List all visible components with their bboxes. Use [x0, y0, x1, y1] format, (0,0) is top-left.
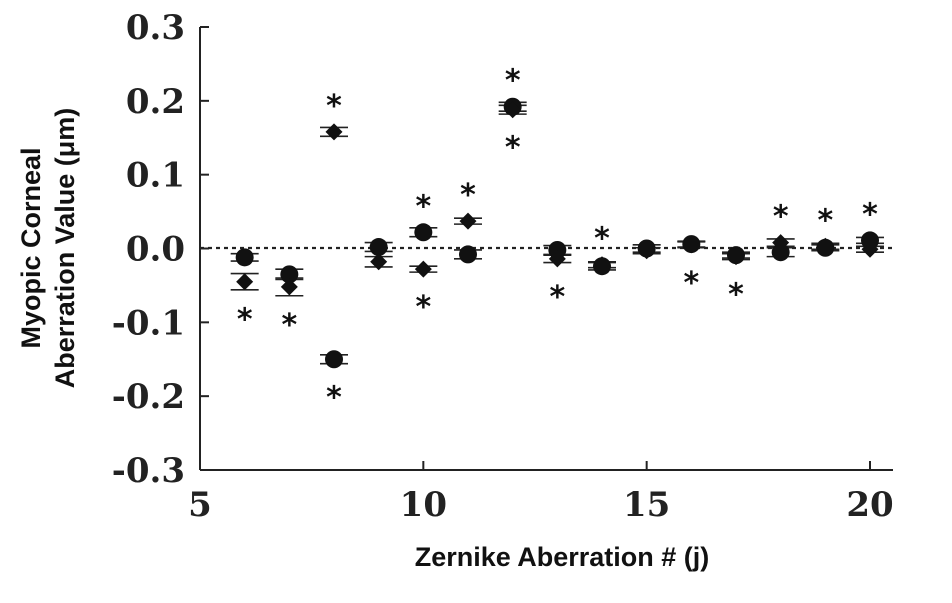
y-tick-label: -0.3 — [112, 451, 185, 491]
significance-star: * — [862, 197, 878, 232]
data-point-diamond — [593, 256, 611, 274]
significance-star: * — [817, 203, 833, 238]
data-point-circle — [459, 245, 477, 264]
significance-star: * — [326, 380, 342, 415]
y-tick-label: 0.0 — [126, 230, 185, 270]
data-point-diamond — [772, 234, 790, 252]
y-tick-label: 0.2 — [126, 82, 185, 122]
data-point-diamond — [459, 212, 477, 230]
y-ticks: 0.3 0.2 0.1 0.0 -0.1 -0.2 -0.3 — [112, 8, 209, 491]
significance-star: * — [460, 178, 476, 213]
data-point-diamond — [504, 101, 522, 119]
data-point-diamond — [280, 278, 298, 296]
y-tick-label: -0.2 — [112, 377, 185, 417]
x-axis-title: Zernike Aberration # (j) — [415, 542, 710, 572]
data-point-diamond — [414, 260, 432, 278]
data-point-circle — [280, 265, 299, 284]
y-tick-label: 0.3 — [126, 8, 185, 48]
significance-star: * — [549, 280, 565, 315]
significance-star: * — [505, 64, 521, 99]
data-point-circle — [548, 240, 567, 259]
significance-star: * — [281, 308, 297, 343]
data-point-circle — [369, 238, 388, 257]
significance-star: * — [773, 200, 789, 235]
significance-star: * — [415, 189, 431, 224]
significance-star: * — [415, 290, 431, 325]
data-point-circle — [771, 243, 790, 262]
x-tick-label: 15 — [623, 485, 670, 525]
significance-star: * — [594, 222, 610, 257]
data-markers — [235, 97, 879, 369]
x-ticks: 5 10 15 20 — [188, 461, 894, 525]
data-point-circle — [414, 223, 433, 242]
significance-markers: * * * * * * * * * * * * * * * * — [237, 64, 878, 416]
data-point-diamond — [861, 240, 879, 258]
significance-star: * — [237, 303, 253, 338]
data-point-diamond — [236, 273, 254, 291]
significance-star: * — [728, 278, 744, 313]
significance-star: * — [326, 89, 342, 124]
y-axis-title-line-2: Aberration Value (μm) — [50, 108, 80, 389]
data-point-diamond — [727, 248, 745, 266]
data-point-circle — [235, 248, 254, 267]
data-point-diamond — [816, 237, 834, 255]
data-point-circle — [861, 231, 879, 250]
data-point-circle — [325, 350, 343, 369]
y-tick-label: -0.1 — [112, 303, 185, 343]
x-tick-label: 10 — [400, 485, 447, 525]
x-tick-label: 20 — [846, 485, 893, 525]
data-point-diamond — [682, 236, 700, 254]
x-tick-label: 5 — [188, 485, 212, 525]
significance-star: * — [683, 266, 699, 301]
significance-star: * — [505, 131, 521, 166]
data-point-diamond — [548, 250, 566, 268]
data-point-diamond — [370, 253, 388, 271]
y-axis-title-line-1: Myopic Corneal — [16, 147, 46, 348]
data-point-diamond — [638, 242, 656, 260]
y-tick-label: 0.1 — [126, 156, 185, 196]
data-point-diamond — [325, 123, 343, 141]
